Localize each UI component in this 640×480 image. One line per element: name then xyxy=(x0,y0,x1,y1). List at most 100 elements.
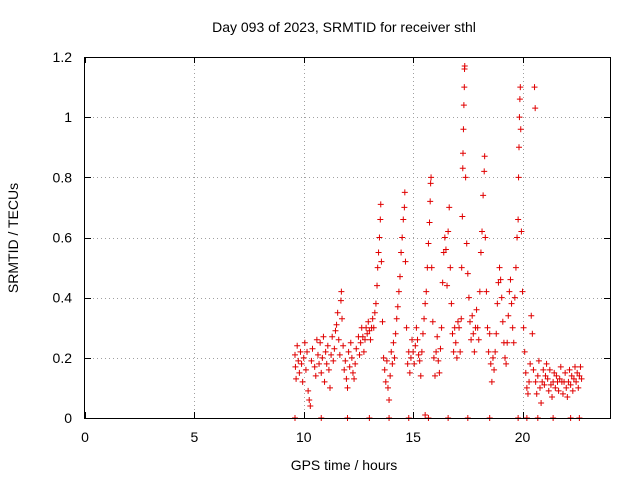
data-point xyxy=(404,360,411,367)
data-point xyxy=(363,324,370,331)
data-point xyxy=(467,318,473,325)
data-point xyxy=(388,348,395,355)
data-point xyxy=(435,357,442,364)
data-point xyxy=(328,351,335,358)
data-point xyxy=(481,168,488,175)
data-point xyxy=(518,228,525,235)
data-point xyxy=(461,84,468,91)
data-point xyxy=(298,360,305,367)
data-point xyxy=(314,351,321,358)
data-point xyxy=(422,300,429,307)
data-point xyxy=(403,324,410,331)
data-point xyxy=(394,303,401,310)
data-point xyxy=(502,354,508,361)
data-point xyxy=(482,234,489,241)
y-axis-label: SRMTID / TECUs xyxy=(5,183,21,293)
data-point xyxy=(406,369,413,376)
data-point xyxy=(555,387,562,394)
data-point xyxy=(477,249,484,256)
data-point xyxy=(452,339,459,346)
data-point xyxy=(325,366,332,373)
data-point xyxy=(460,102,467,109)
data-point xyxy=(318,369,325,376)
data-point xyxy=(384,384,391,391)
data-point xyxy=(292,363,299,370)
data-point xyxy=(332,327,339,334)
data-point xyxy=(546,366,553,373)
data-point xyxy=(428,174,435,181)
data-points xyxy=(292,63,585,421)
data-point xyxy=(335,336,342,343)
data-point xyxy=(347,339,354,346)
y-tick-label: 0.2 xyxy=(53,350,73,366)
y-tick-label: 1.2 xyxy=(53,49,73,65)
data-point xyxy=(473,306,480,313)
data-point xyxy=(486,330,493,337)
data-point xyxy=(509,324,516,331)
data-point xyxy=(464,270,471,277)
data-point xyxy=(345,348,352,355)
data-point xyxy=(441,234,448,241)
data-point xyxy=(296,369,303,376)
data-point xyxy=(573,378,580,385)
data-point xyxy=(447,264,454,271)
data-point xyxy=(459,213,466,220)
data-point xyxy=(475,336,482,343)
data-point xyxy=(313,336,320,343)
data-point xyxy=(401,204,408,211)
data-point xyxy=(539,378,546,385)
x-tick-label: 10 xyxy=(296,429,312,445)
data-point xyxy=(576,372,583,379)
data-point xyxy=(499,318,506,325)
data-point xyxy=(430,354,437,361)
data-point xyxy=(378,258,385,265)
data-point xyxy=(333,321,340,328)
data-point xyxy=(319,354,326,361)
data-point xyxy=(410,348,417,355)
data-point xyxy=(309,345,316,352)
data-point xyxy=(572,363,578,370)
data-point xyxy=(365,318,372,325)
data-point xyxy=(299,378,306,385)
data-point xyxy=(320,333,327,340)
data-point xyxy=(521,348,528,355)
data-point xyxy=(531,84,538,91)
data-point xyxy=(535,357,542,364)
data-point xyxy=(370,324,377,331)
data-point xyxy=(564,393,571,400)
data-point xyxy=(412,342,419,349)
data-point xyxy=(371,309,378,316)
data-point xyxy=(376,234,383,241)
data-point xyxy=(527,360,534,367)
data-point xyxy=(340,342,347,349)
data-point xyxy=(528,312,535,319)
data-point xyxy=(542,372,549,379)
data-point xyxy=(297,348,304,355)
data-point xyxy=(489,354,496,361)
data-point xyxy=(449,330,456,337)
data-point xyxy=(381,366,388,373)
data-point xyxy=(462,174,469,181)
data-point xyxy=(391,354,398,361)
data-point xyxy=(454,318,461,325)
data-point xyxy=(331,345,338,352)
data-point xyxy=(448,300,455,307)
data-point xyxy=(359,333,366,340)
data-point xyxy=(515,174,522,181)
data-point xyxy=(417,372,424,379)
data-point xyxy=(423,288,430,295)
data-point xyxy=(397,273,403,280)
data-point xyxy=(414,336,421,343)
data-point xyxy=(494,300,501,307)
data-point xyxy=(529,330,536,337)
data-point xyxy=(382,378,389,385)
data-point xyxy=(304,348,311,355)
data-point xyxy=(471,348,478,355)
data-point xyxy=(392,330,399,337)
data-point xyxy=(327,384,333,391)
data-point xyxy=(505,312,512,319)
data-point xyxy=(570,375,577,382)
data-point xyxy=(338,288,345,295)
data-point xyxy=(398,249,405,256)
data-point xyxy=(422,411,429,418)
